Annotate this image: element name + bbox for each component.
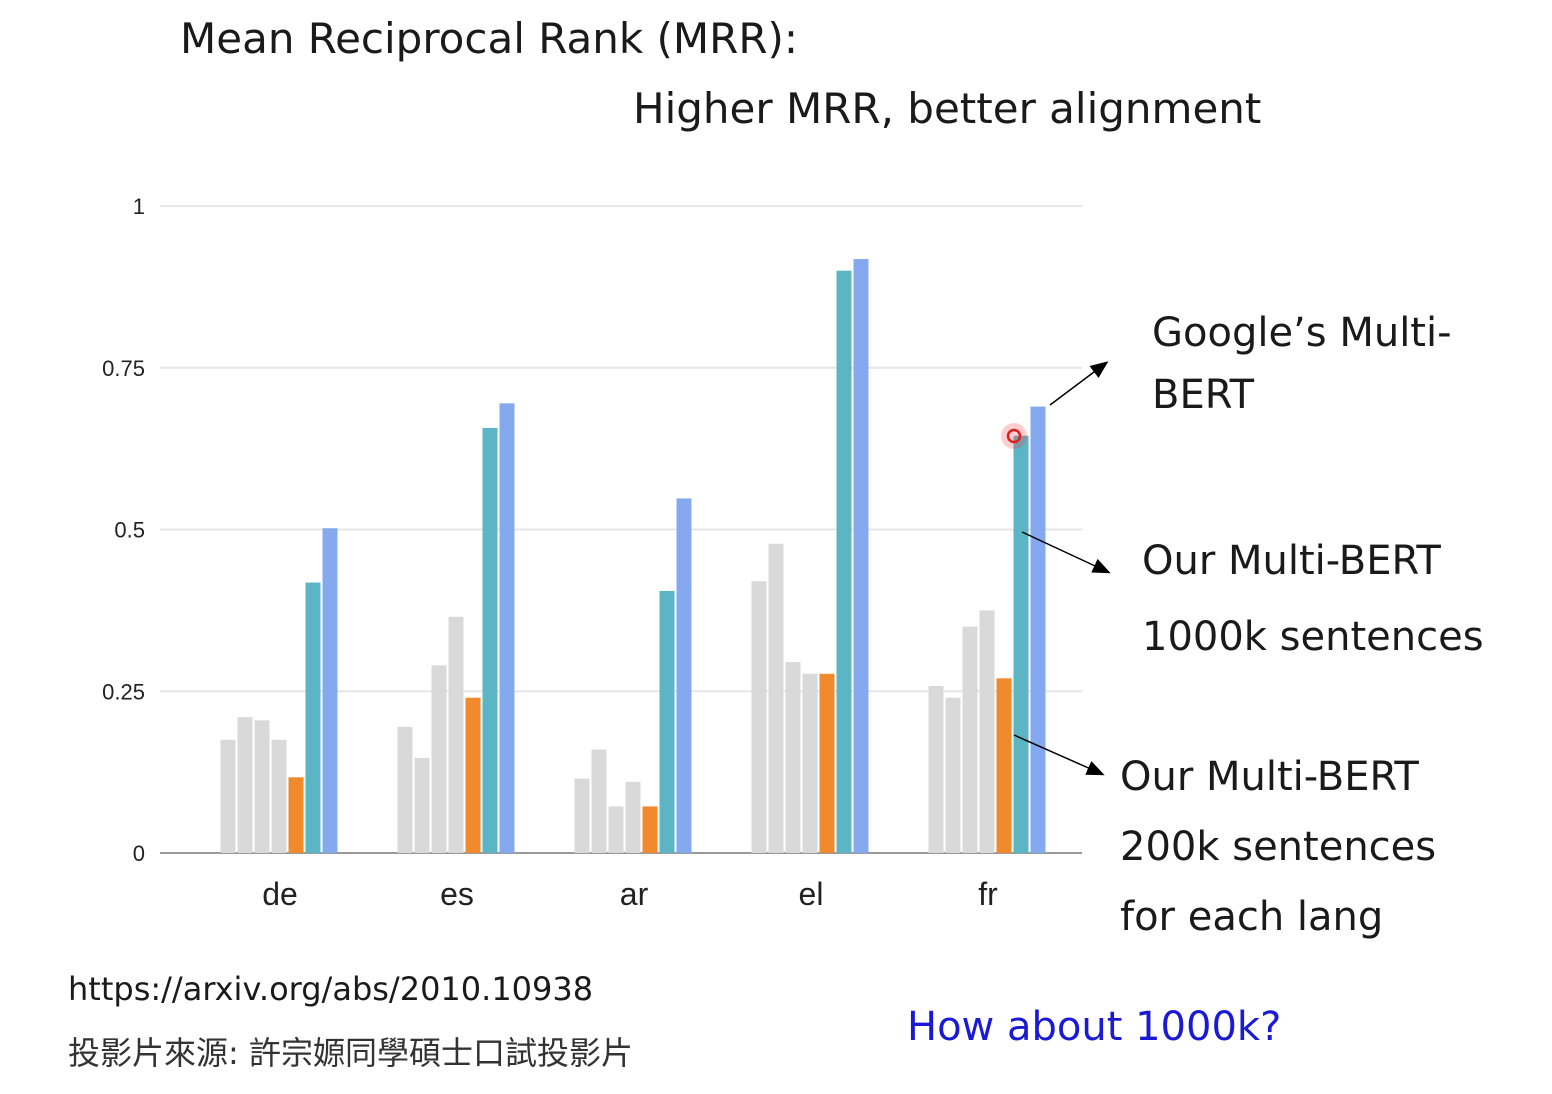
annotation-line: 200k sentences <box>1120 824 1437 870</box>
bar-de-baseline <box>254 720 270 853</box>
bar-fr-baseline <box>962 626 978 853</box>
bar-es-ours_200k <box>465 697 481 853</box>
bar-el-baseline <box>751 581 767 853</box>
annotation-line: 1000k sentences <box>1142 614 1484 660</box>
bar-el-baseline <box>785 662 801 853</box>
bar-ar-baseline <box>591 749 607 853</box>
bar-ar-ours_1000k <box>659 590 675 853</box>
slide-title: Mean Reciprocal Rank (MRR): <box>180 14 799 63</box>
question-text: How about 1000k? <box>907 1004 1282 1050</box>
bar-ar-baseline <box>608 806 624 853</box>
bar-ar-baseline <box>574 778 590 853</box>
annotation-line: for each lang <box>1120 894 1384 940</box>
arrow-google <box>1049 361 1109 406</box>
bar-es-baseline <box>431 665 447 853</box>
bar-el-google <box>853 259 869 854</box>
x-tick-label: fr <box>978 876 998 912</box>
bar-fr-baseline <box>979 610 995 853</box>
arrow-ours-1000k <box>1021 531 1111 574</box>
annotation-line: Our Multi-BERT <box>1142 538 1441 584</box>
x-tick-label: ar <box>620 876 649 912</box>
bar-el-ours_1000k <box>836 270 852 853</box>
x-tick-label: es <box>440 876 474 912</box>
annotation-google-multibert: Google’s Multi- BERT <box>1152 302 1452 426</box>
x-tick-label: de <box>262 876 298 912</box>
y-tick-label: 1 <box>133 194 145 219</box>
bar-de-baseline <box>237 717 253 853</box>
slide-credit: 投影片來源: 許宗嫄同學碩士口試投影片 <box>68 1034 633 1072</box>
arrow-ours-200k <box>1013 734 1105 776</box>
bar-de-baseline <box>220 739 236 853</box>
bar-de-baseline <box>271 739 287 853</box>
annotation-line: BERT <box>1152 372 1255 418</box>
y-tick-label: 0.25 <box>102 679 145 704</box>
bar-es-baseline <box>397 726 413 853</box>
slide-subtitle: Higher MRR, better alignment <box>633 84 1262 133</box>
x-tick-label: el <box>799 876 824 912</box>
bar-de-google <box>322 528 338 853</box>
bar-es-google <box>499 403 515 853</box>
bar-es-baseline <box>448 616 464 853</box>
bar-ar-google <box>676 498 692 853</box>
y-tick-label: 0.5 <box>114 518 145 543</box>
bar-fr-baseline <box>928 686 944 853</box>
bar-fr-ours_1000k <box>1013 435 1029 853</box>
y-tick-label: 0 <box>133 841 145 866</box>
bar-fr-ours_200k <box>996 678 1012 853</box>
annotation-line: Our Multi-BERT <box>1120 754 1419 800</box>
bar-es-ours_1000k <box>482 427 498 853</box>
annotation-ours-200k: Our Multi-BERT 200k sentences for each l… <box>1120 742 1436 952</box>
y-tick-label: 0.75 <box>102 356 145 381</box>
bar-el-baseline <box>802 673 818 853</box>
bar-es-baseline <box>414 757 430 853</box>
pointer-cursor-icon <box>1001 423 1027 449</box>
bar-de-ours_1000k <box>305 582 321 853</box>
bar-fr-baseline <box>945 697 961 853</box>
bar-ar-ours_200k <box>642 806 658 853</box>
annotation-line: Google’s Multi- <box>1152 310 1452 356</box>
source-url[interactable]: https://arxiv.org/abs/2010.10938 <box>68 970 594 1008</box>
bar-el-baseline <box>768 543 784 853</box>
bar-fr-google <box>1030 406 1046 853</box>
bar-de-ours_200k <box>288 777 304 853</box>
bar-ar-baseline <box>625 781 641 853</box>
bar-el-ours_200k <box>819 673 835 853</box>
annotation-ours-1000k: Our Multi-BERT 1000k sentences <box>1142 523 1484 675</box>
